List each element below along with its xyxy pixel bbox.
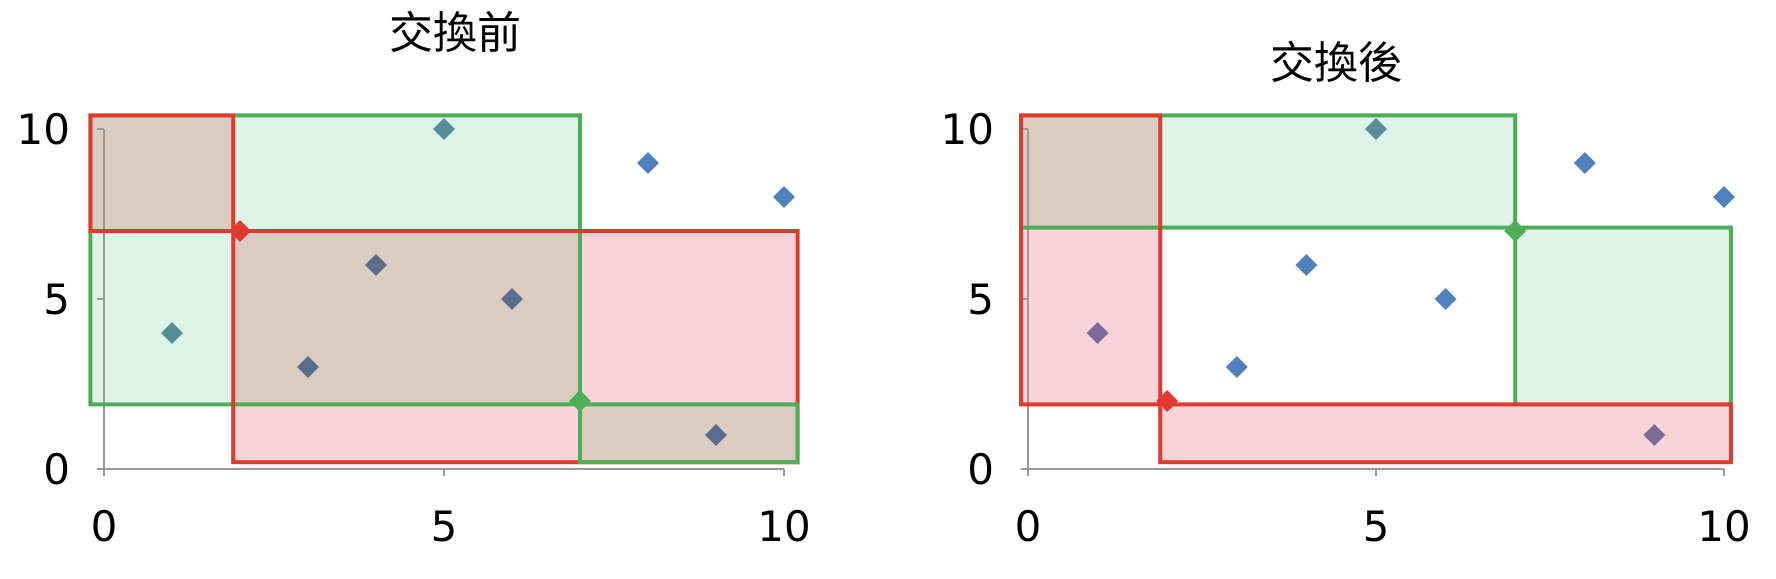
x-tick-label: 10 (757, 502, 810, 551)
data-point (1156, 390, 1179, 412)
y-tick-label: 10 (17, 105, 70, 154)
data-point (297, 356, 319, 378)
y-tick-label: 5 (43, 275, 70, 324)
region-outline-green (578, 402, 800, 465)
data-point (501, 288, 523, 310)
chart-after: 交換後 0 5 10 0 5 10 (888, 0, 1776, 579)
region-overlap-fill (233, 231, 580, 405)
data-point (637, 152, 659, 174)
data-point (433, 118, 455, 140)
x-tick-label: 0 (1015, 502, 1042, 551)
x-tick-label: 5 (1363, 502, 1390, 551)
y-tick-label: 0 (967, 445, 994, 494)
data-point (1573, 152, 1596, 174)
region-fill-green (1515, 227, 1731, 405)
chart-before-svg: 交換前 0 5 10 0 5 10 (17, 8, 811, 551)
data-point (705, 424, 727, 446)
data-point (1713, 186, 1735, 208)
region-outline-red (1019, 113, 1163, 407)
y-tick-label: 10 (941, 105, 994, 154)
chart-before: 交換前 0 5 10 0 5 10 (17, 8, 811, 551)
data-point (365, 254, 387, 276)
data-point (1643, 424, 1666, 446)
data-point (1225, 356, 1248, 378)
y-tick-label: 5 (967, 275, 994, 324)
x-tick-label: 0 (91, 502, 118, 551)
region-overlap-fill (90, 115, 234, 231)
region-outline-red (88, 113, 236, 233)
region-outline-red (1158, 402, 1733, 465)
chart-after-svg: 交換後 0 5 10 0 5 10 (941, 38, 1751, 551)
y-tick-label: 0 (43, 445, 70, 494)
data-point (773, 186, 795, 208)
region-outline-green (88, 113, 583, 407)
region-fill-red (1160, 404, 1731, 463)
data-point (1434, 288, 1457, 310)
chart-title: 交換前 (389, 8, 521, 59)
data-point (1365, 118, 1387, 140)
x-tick-label: 10 (1697, 502, 1750, 551)
x-tick-label: 5 (431, 502, 458, 551)
data-point (161, 322, 183, 344)
data-point (1086, 322, 1109, 344)
chart-title: 交換後 (1270, 38, 1402, 89)
data-point (1295, 254, 1318, 276)
region-outline-red (231, 229, 800, 465)
region-overlap-fill (1021, 115, 1161, 228)
region-overlap-fill (580, 404, 798, 463)
